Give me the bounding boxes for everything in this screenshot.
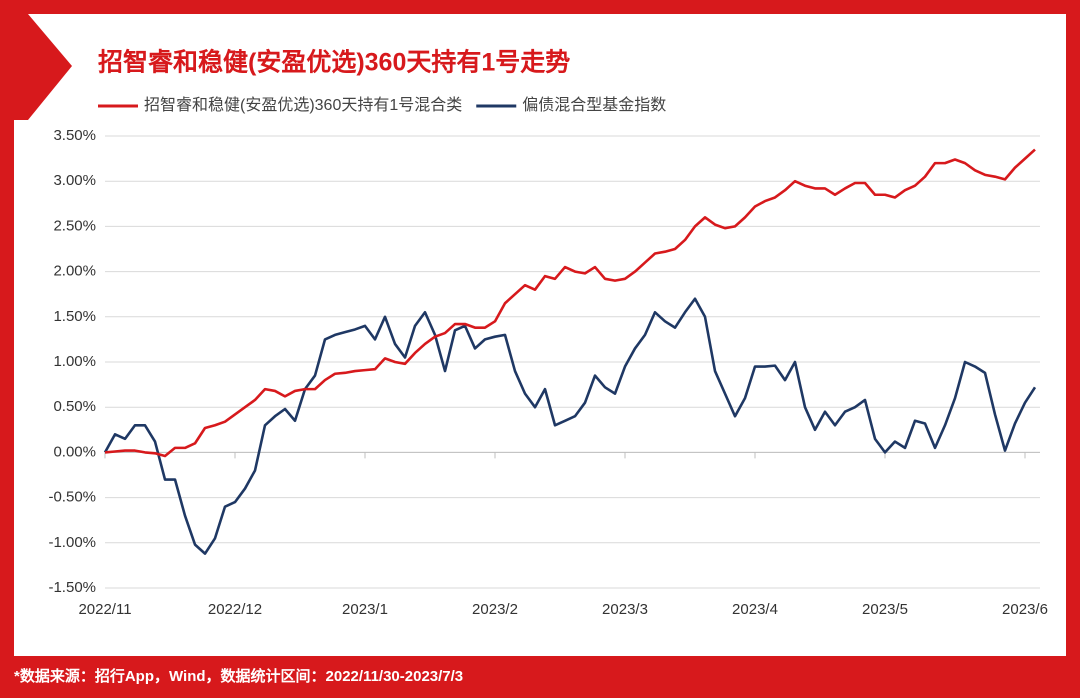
y-tick-label: -1.00% [48, 534, 96, 551]
y-tick-label: -0.50% [48, 489, 96, 506]
legend: 招智睿和稳健(安盈优选)360天持有1号混合类 偏债混合型基金指数 [98, 96, 666, 114]
x-tick-label: 2022/11 [78, 601, 131, 618]
y-tick-label: -1.50% [48, 579, 96, 596]
x-tick-label: 2023/6 [1002, 601, 1048, 618]
series-line [103, 297, 1037, 555]
y-tick-label: 1.50% [53, 308, 96, 325]
x-tick-label: 2023/4 [732, 601, 778, 618]
y-tick-label: 0.00% [53, 443, 96, 460]
legend-label: 偏债混合型基金指数 [522, 96, 666, 114]
footnote: *数据来源：招行App，Wind，数据统计区间：2022/11/30-2023/… [14, 667, 463, 685]
x-tick-label: 2023/3 [602, 601, 648, 618]
x-tick-label: 2023/1 [342, 601, 388, 618]
panel [14, 14, 1066, 656]
y-tick-label: 2.00% [53, 263, 96, 280]
y-tick-label: 2.50% [53, 217, 96, 234]
x-tick-label: 2023/2 [472, 601, 518, 618]
y-tick-label: 0.50% [53, 398, 96, 415]
legend-label: 招智睿和稳健(安盈优选)360天持有1号混合类 [144, 96, 462, 114]
x-tick-label: 2022/12 [208, 601, 262, 618]
series-line [104, 148, 1036, 458]
y-tick-label: 3.00% [53, 172, 96, 189]
x-tick-label: 2023/5 [862, 601, 908, 618]
y-tick-label: 3.50% [53, 127, 96, 144]
title-arrow [14, 14, 72, 120]
y-tick-label: 1.00% [53, 353, 96, 370]
chart-title: 招智睿和稳健(安盈优选)360天持有1号走势 [98, 48, 570, 77]
